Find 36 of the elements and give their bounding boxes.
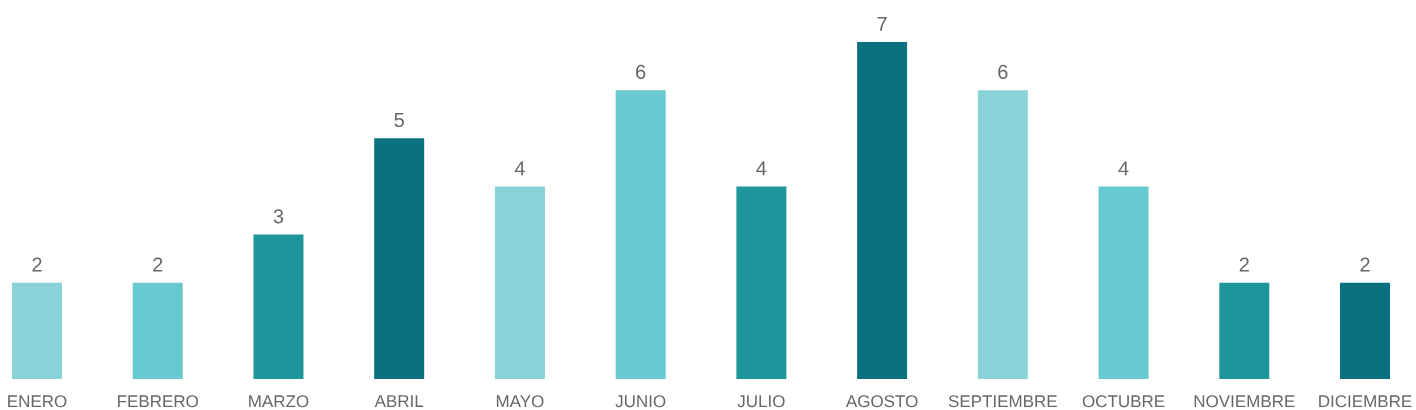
x-tick-label: JUNIO bbox=[615, 395, 666, 408]
x-tick-label: DICIEMBRE bbox=[1319, 395, 1412, 408]
bar bbox=[494, 186, 545, 379]
data-label: 4 bbox=[1118, 161, 1129, 176]
data-label: 5 bbox=[394, 113, 404, 128]
bar bbox=[857, 42, 908, 379]
bar bbox=[1219, 282, 1270, 379]
x-tick-label: MAYO bbox=[496, 395, 544, 408]
data-label: 2 bbox=[1239, 257, 1249, 272]
bar bbox=[132, 282, 183, 379]
data-label: 4 bbox=[756, 161, 767, 176]
data-label: 2 bbox=[1360, 257, 1370, 272]
bar bbox=[253, 234, 304, 379]
bar bbox=[736, 186, 787, 379]
x-tick-label: AGOSTO bbox=[845, 395, 918, 408]
x-tick-label: ENERO bbox=[8, 395, 67, 408]
bar bbox=[977, 90, 1028, 379]
data-label: 6 bbox=[998, 64, 1008, 79]
data-label: 2 bbox=[153, 257, 163, 272]
data-label: 7 bbox=[877, 17, 887, 31]
x-tick-label: NOVIEMBRE bbox=[1194, 395, 1295, 408]
data-label: 3 bbox=[273, 209, 284, 224]
x-tick-label: MARZO bbox=[249, 395, 309, 408]
data-label: 6 bbox=[636, 64, 646, 79]
bar bbox=[1098, 186, 1149, 379]
bar bbox=[615, 90, 666, 379]
data-label: 4 bbox=[514, 161, 525, 176]
data-label: 2 bbox=[32, 257, 42, 272]
x-tick-label: OCTUBRE bbox=[1082, 395, 1165, 408]
bar bbox=[1340, 282, 1391, 379]
bar bbox=[374, 138, 425, 379]
x-tick-label: SEPTIEMBRE bbox=[948, 395, 1057, 408]
x-tick-label: FEBRERO bbox=[118, 395, 198, 408]
x-tick-label: ABRIL bbox=[374, 395, 424, 407]
bar bbox=[12, 282, 62, 379]
x-tick-label: JULIO bbox=[737, 395, 785, 408]
